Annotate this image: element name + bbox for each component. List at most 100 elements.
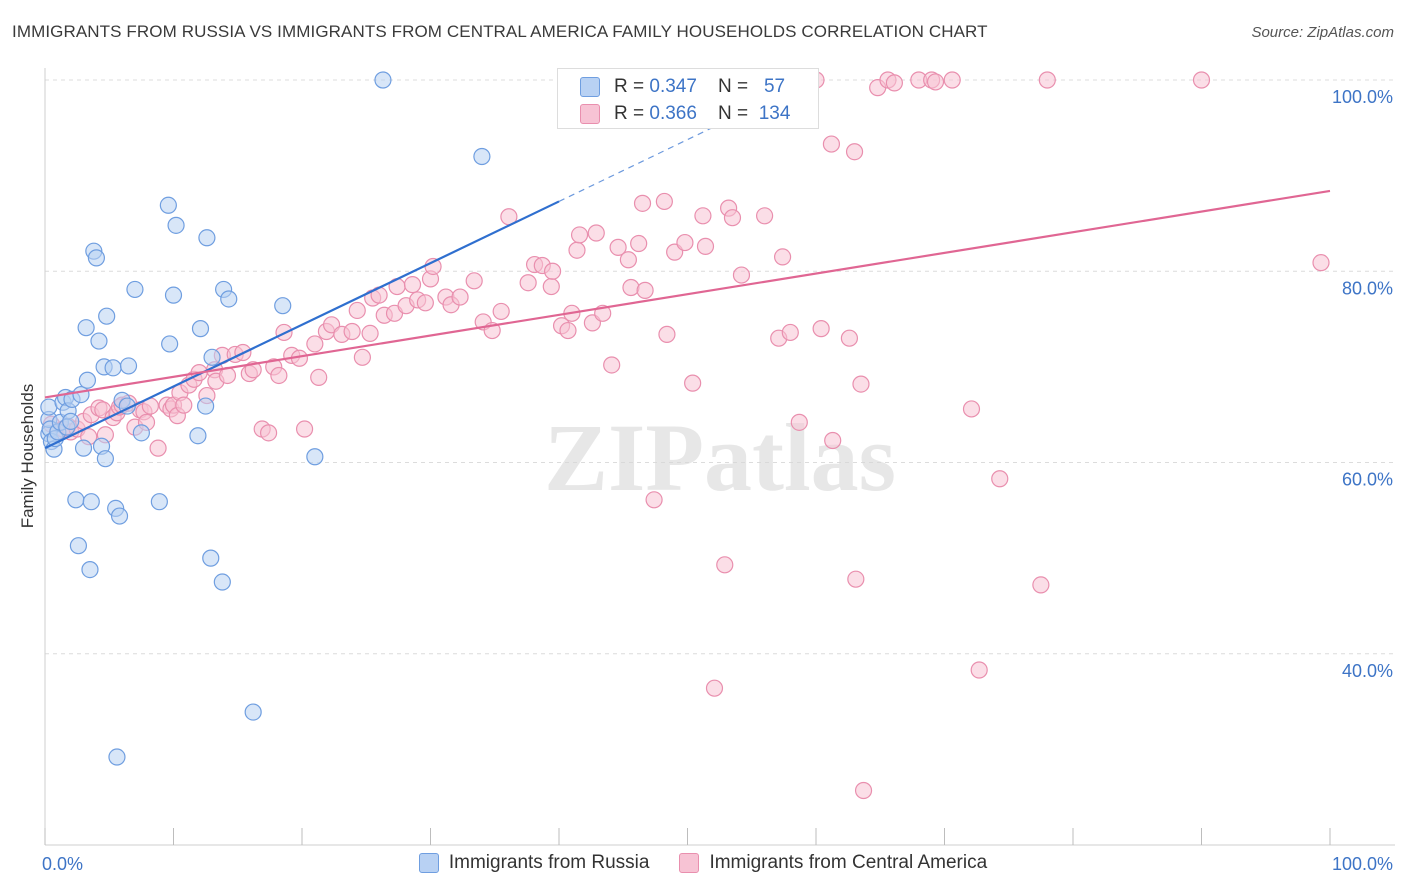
russia-point — [69, 537, 88, 555]
central-point — [1038, 71, 1056, 89]
central-point — [781, 323, 799, 342]
central-trend-line — [44, 189, 1331, 399]
russia-point — [87, 249, 106, 267]
central-point — [790, 413, 808, 431]
russia-point — [90, 332, 108, 350]
russia-point — [108, 748, 126, 766]
central-point — [676, 233, 694, 252]
central-point — [361, 324, 379, 343]
russia-n-label: N = — [718, 76, 754, 97]
axes — [44, 68, 1395, 846]
russia-point — [119, 357, 138, 375]
russia-point — [306, 448, 324, 466]
legend-item-central[interactable]: Immigrants from Central America — [679, 852, 987, 874]
central-point — [270, 366, 288, 385]
central-point — [559, 321, 577, 340]
central-point — [1192, 71, 1211, 89]
russia-point — [161, 335, 179, 353]
central-swatch — [580, 104, 600, 124]
central-point — [492, 302, 510, 321]
central-point — [970, 661, 988, 679]
russia-point — [159, 196, 177, 214]
russia-point — [473, 147, 491, 166]
central-point — [773, 248, 792, 266]
central-point — [684, 374, 702, 392]
central-point — [310, 368, 328, 386]
central-point — [852, 375, 870, 393]
central-point — [1312, 254, 1330, 272]
y-tick-label: 80.0% — [1342, 278, 1393, 298]
x-tick-label: 100.0% — [1332, 854, 1393, 874]
source-label: Source: ZipAtlas.com — [1251, 24, 1394, 41]
central-point — [609, 238, 627, 256]
central-point — [840, 329, 859, 347]
legend-item-russia[interactable]: Immigrants from Russia — [418, 852, 650, 874]
central-point — [348, 301, 366, 320]
russia-point — [126, 280, 144, 299]
x-tick-label: 0.0% — [42, 854, 83, 874]
central-point — [630, 234, 648, 253]
russia-point — [62, 412, 80, 430]
legend-swatch-russia — [418, 853, 439, 873]
central-point — [705, 679, 724, 697]
central-point — [1032, 576, 1050, 594]
central-point — [259, 424, 278, 442]
central-point — [926, 73, 945, 91]
central-r-value: 0.366 — [649, 103, 697, 124]
central-point — [991, 470, 1009, 488]
legend-label-russia: Immigrants from Russia — [448, 852, 650, 873]
central-point — [543, 262, 562, 280]
russia-point — [82, 493, 100, 511]
central-point — [403, 276, 422, 294]
y-tick-label: 60.0% — [1342, 470, 1393, 490]
russia-point — [198, 229, 216, 247]
stats-legend: R = 0.347 N = 57 R = 0.366 N = 134 — [557, 68, 819, 129]
central-point — [645, 491, 663, 509]
central-point — [465, 272, 483, 290]
central-point — [568, 241, 586, 259]
russia-point — [96, 450, 114, 468]
russia-point — [189, 427, 207, 445]
russia-point — [274, 297, 292, 315]
central-point — [716, 556, 734, 574]
central-point — [416, 294, 434, 312]
legend-label-central: Immigrants from Central America — [709, 852, 988, 873]
central-point — [755, 207, 774, 225]
russia-point — [164, 286, 183, 304]
central-r-label: R = — [614, 103, 650, 124]
russia-point — [132, 424, 150, 442]
chart-title: IMMIGRANTS FROM RUSSIA VS IMMIGRANTS FRO… — [12, 22, 988, 41]
russia-point — [74, 439, 93, 457]
russia-point — [78, 371, 97, 389]
central-point — [542, 277, 560, 296]
central-point — [633, 194, 652, 212]
central-point — [451, 288, 469, 306]
central-point — [619, 251, 637, 269]
central-point — [885, 74, 903, 92]
central-point — [845, 143, 864, 161]
legend-swatch-central — [679, 853, 700, 873]
central-point — [353, 348, 371, 366]
central-point — [812, 320, 830, 338]
russia-point — [104, 359, 122, 377]
russia-point — [167, 216, 185, 234]
y-tick-label: 40.0% — [1342, 661, 1393, 681]
central-n-label: N = — [718, 103, 754, 124]
russia-point — [110, 507, 129, 525]
russia-trend-line — [44, 200, 560, 450]
central-point — [603, 356, 621, 374]
russia-swatch — [580, 77, 600, 97]
central-point — [943, 71, 961, 89]
central-point — [732, 266, 751, 284]
bottom-legend: Immigrants from Russia Immigrants from C… — [0, 852, 1406, 874]
central-point — [570, 226, 589, 244]
russia-point — [81, 560, 99, 579]
y-tick-label: 100.0% — [1332, 87, 1393, 107]
russia-point — [191, 320, 210, 338]
central-point — [655, 192, 673, 211]
central-point — [622, 278, 640, 297]
central-point — [723, 209, 742, 227]
central-point — [694, 207, 712, 225]
watermark: ZIPatlas — [544, 404, 896, 511]
russia-point — [77, 319, 95, 337]
